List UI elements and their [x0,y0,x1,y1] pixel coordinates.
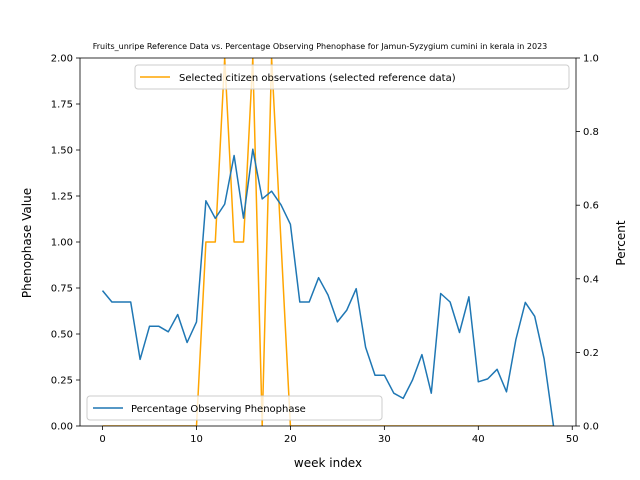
y-tick-label-2: 0.50 [51,330,73,341]
legend-blue-label: Percentage Observing Phenophase [131,404,306,415]
plot-area [101,58,555,426]
x-tick-label-4: 40 [472,434,485,445]
x-axis-title: week index [294,456,362,470]
y-tick-label-0: 0.00 [51,422,73,433]
series-line-1 [101,148,555,426]
legend-orange: Selected citizen observations (selected … [134,64,570,90]
x-tick-label-1: 10 [190,434,203,445]
y-tick-label-5: 1.25 [51,192,73,203]
y-tick-label-4: 1.00 [51,238,73,249]
y-tick-label-7: 1.75 [51,100,73,111]
axes: 0 10 20 30 40 50 0.00 0.25 0.50 0.75 1.00 1.25 1.50 1… [51,54,599,446]
y-tick-label-6: 1.50 [51,146,73,157]
legend-blue: Percentage Observing Phenophase [86,395,383,421]
chart-title: Fruits_unripe Reference Data vs. Percent… [93,42,548,51]
y2-tick-label-2: 0.4 [583,274,599,285]
x-tick-label-3: 30 [378,434,391,445]
y-tick-label-8: 2.00 [51,54,73,65]
legend-orange-box [134,64,570,90]
y2-tick-label-5: 1.0 [583,54,599,65]
y-tick-label-3: 0.75 [51,284,73,295]
y2-tick-label-3: 0.6 [583,201,599,212]
x-tick-label-2: 20 [284,434,297,445]
y2-tick-label-0: 0.0 [583,422,599,433]
y2-axis-title: Percent [614,220,628,265]
y-axis-title: Phenophase Value [20,188,34,298]
x-tick-label-5: 50 [566,434,579,445]
y-tick-label-1: 0.25 [51,376,73,387]
legend-blue-box [86,395,383,421]
y2-tick-label-1: 0.2 [583,348,599,359]
y2-tick-label-4: 0.8 [583,127,599,138]
legend-orange-label: Selected citizen observations (selected … [179,73,456,84]
x-tick-label-0: 0 [99,434,105,445]
